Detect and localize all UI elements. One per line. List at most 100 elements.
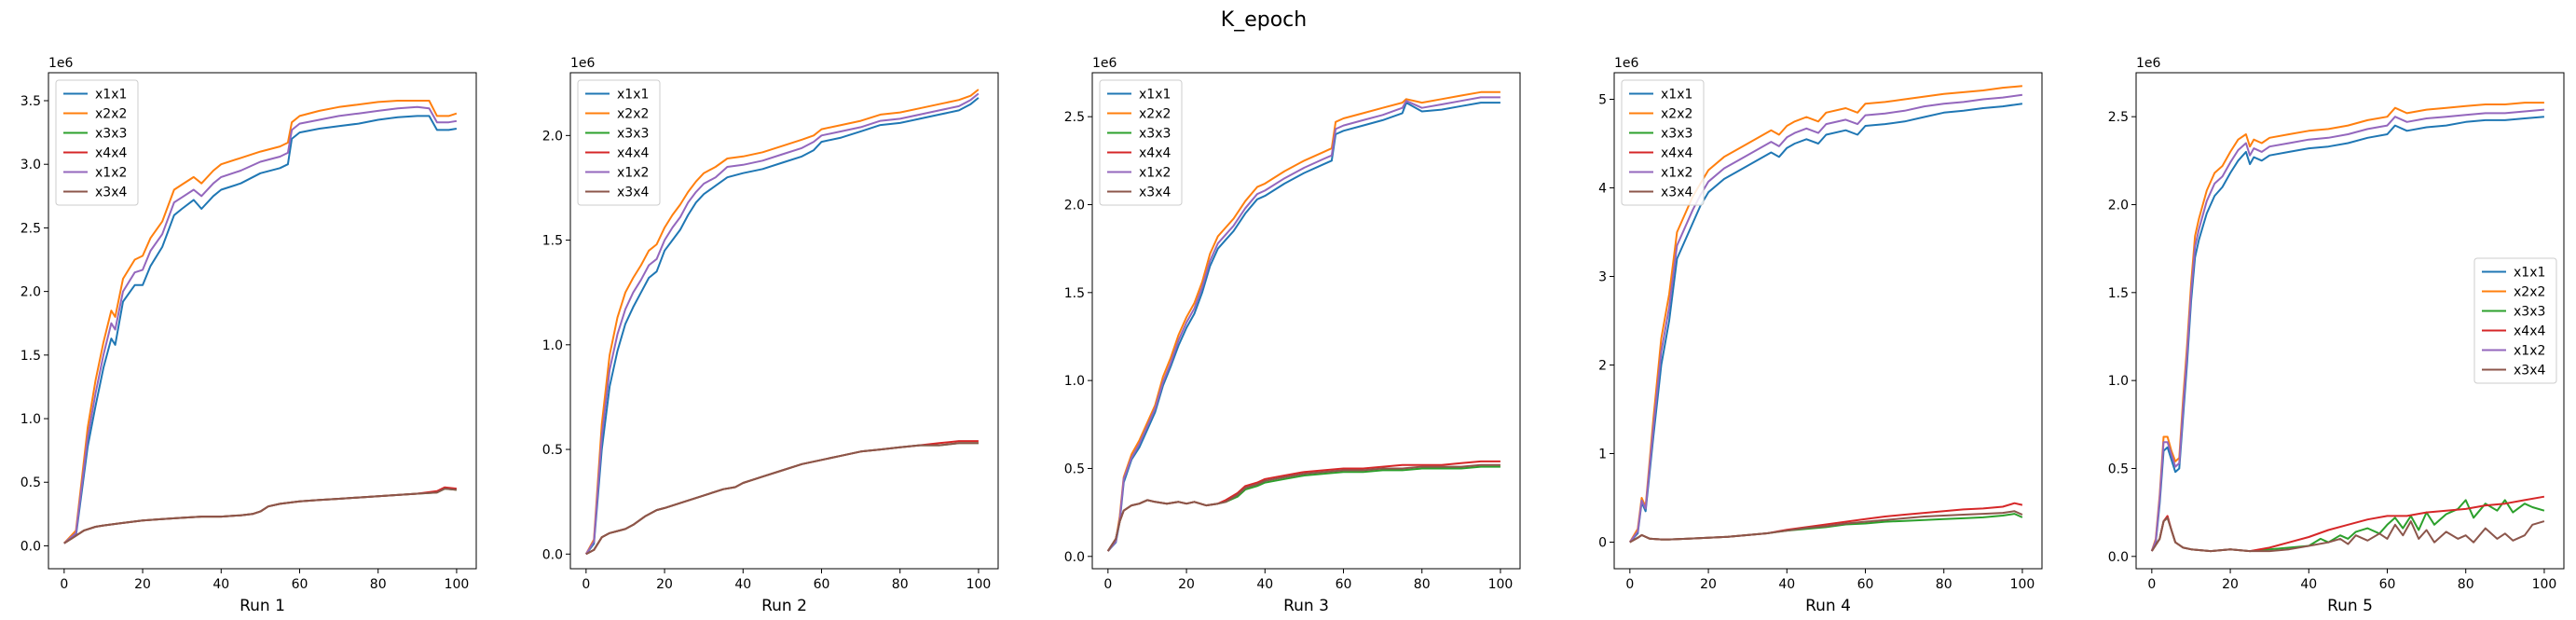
y-tick-label: 2.0 [2108,198,2129,213]
y-tick-label: 3 [1598,270,1607,285]
axes-frame [2135,72,2565,570]
x-tick-label: 20 [2222,577,2239,592]
series-line-x1x1 [1107,102,1500,552]
series-line-x1x2 [1107,96,1500,552]
y-tick-label: 0.0 [1064,550,1085,565]
legend: x1x1 x2x2 x3x3 x4x4 x1x2 x3x4 [2473,257,2557,384]
series-line-x1x2 [63,105,458,544]
axes-frame [569,72,999,570]
y-tick-label: 2 [1598,359,1607,374]
series-line-x2x2 [1628,85,2022,544]
x-tick-label: 100 [1488,577,1514,592]
x-tick-label: 20 [134,577,151,592]
legend-label: x1x1 [95,88,127,103]
x-axis-label: Run 5 [2327,597,2373,615]
legend-label: x4x4 [95,146,127,161]
x-tick-label: 20 [656,577,673,592]
y-tick-label: 1.0 [21,412,41,427]
y-tick-label: 0.0 [542,547,563,562]
legend: x1x1 x2x2 x3x3 x4x4 x1x2 x3x4 [1099,79,1183,206]
x-tick-label: 60 [1336,577,1352,592]
y-tick-label: 2.5 [21,221,41,236]
legend-label: x1x2 [1661,166,1692,181]
legend-box [2473,257,2557,384]
y-tick-label: 0.5 [1064,462,1085,476]
legend-box [1621,79,1705,206]
x-tick-label: 20 [1700,577,1717,592]
x-tick-label: 0 [1103,577,1112,592]
legend-label: x3x4 [2514,364,2545,379]
x-axis-label: Run 4 [1805,597,1851,615]
series-line-x2x2 [584,89,980,555]
legend-label: x3x3 [95,127,127,142]
x-axis-label: Run 2 [761,597,807,615]
y-tick-label: 2.0 [542,129,563,144]
legend: x1x1 x2x2 x3x3 x4x4 x1x2 x3x4 [577,79,661,206]
y-tick-label: 0.5 [2108,462,2129,476]
y-tick-label: 1.0 [2108,374,2129,389]
figure-title: K_epoch [1221,8,1307,32]
legend-label: x1x1 [1139,88,1171,103]
series-line-x4x4 [1629,502,2023,544]
series-line-x1x2 [1628,93,2023,544]
x-tick-label: 0 [2147,577,2156,592]
legend-box [577,79,661,206]
x-tick-label: 100 [966,577,992,592]
x-tick-label: 100 [2010,577,2035,592]
x-tick-label: 60 [814,577,830,592]
axes-frame [1613,72,2043,570]
subplot-5: 0 20 40 60 80 100 0.0 0.5 1.0 1.5 2.0 2.5 1e6 Run 5 x1… [2108,56,2565,615]
series-line-x3x4 [63,488,458,544]
x-tick-label: 80 [1936,577,1953,592]
series-line-x1x1 [2150,116,2544,552]
series-lines [1106,90,1500,552]
y-offset-label: 1e6 [1092,56,1117,71]
series-line-x3x4 [1629,510,2023,544]
y-tick-label: 1.0 [1064,374,1085,389]
series-line-x1x1 [585,97,980,555]
x-axis-label: Run 1 [240,597,285,615]
y-tick-label: 0.5 [21,475,41,490]
x-axis-label: Run 3 [1283,597,1329,615]
y-offset-label: 1e6 [570,56,596,71]
series-line-x3x4 [2150,517,2545,553]
y-tick-label: 1.5 [1064,286,1085,301]
y-tick-label: 0 [1598,536,1607,551]
legend-label: x4x4 [1661,146,1692,161]
legend-label: x3x3 [2514,305,2545,320]
subplot-1: 0 20 40 60 80 100 0.0 0.5 1.0 1.5 2.0 2.5 3.0 3.5 1e6 R… [21,56,477,615]
y-tick-label: 2.5 [1064,110,1085,125]
y-tick-label: 0.5 [542,443,563,458]
legend-label: x2x2 [2514,285,2545,300]
legend-label: x1x1 [617,88,649,103]
y-tick-label: 0.0 [21,539,41,554]
series-line-x4x4 [585,440,979,556]
y-tick-label: 0.0 [2108,550,2129,565]
legend-label: x2x2 [617,107,649,122]
x-tick-label: 0 [60,577,68,592]
legend-label: x3x4 [1661,186,1692,200]
legend-label: x4x4 [1139,146,1171,161]
series-line-x1x1 [1629,103,2023,544]
series-lines [1628,85,2023,544]
series-line-x1x1 [63,115,458,544]
series-line-x2x2 [1107,90,1500,552]
series-line-x3x3 [1106,465,1500,552]
legend-label: x4x4 [2514,324,2545,339]
subplots: 0 20 40 60 80 1000.00.51.01.52.02.53.03.51e6R… [21,56,2565,615]
legend-label: x1x2 [1139,166,1171,181]
legend-label: x2x2 [1139,107,1171,122]
legend-label: x1x2 [2514,344,2545,359]
y-tick-label: 2.5 [2108,110,2129,125]
x-tick-label: 100 [445,577,470,592]
series-lines [584,89,980,556]
y-offset-label: 1e6 [1614,56,1639,71]
series-lines [63,100,458,544]
legend-label: x3x3 [1661,127,1692,142]
legend-box [55,79,139,206]
y-tick-label: 4 [1598,182,1607,197]
legend-label: x3x3 [617,127,649,142]
legend-label: x3x3 [1139,127,1171,142]
y-tick-label: 5 [1598,93,1607,108]
